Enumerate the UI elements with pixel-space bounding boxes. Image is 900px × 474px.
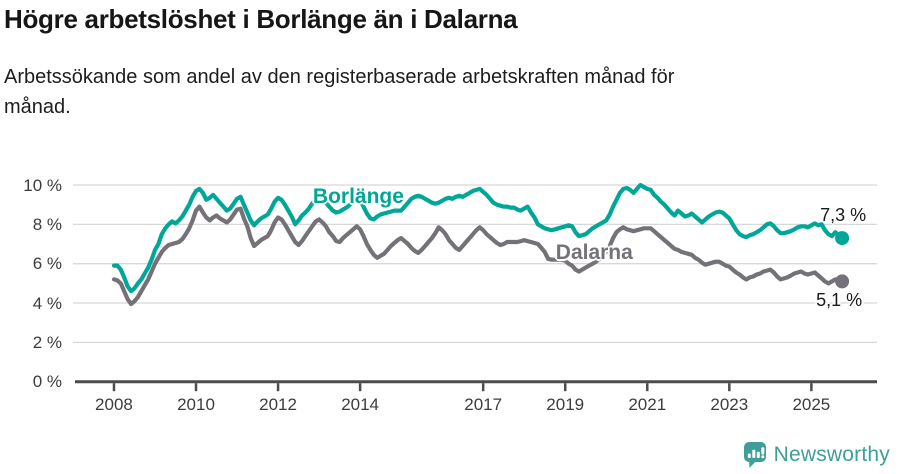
x-axis-tick-label: 2021 [628,394,667,414]
y-axis-tick-label: 6 % [32,254,62,274]
x-axis-tick-label: 2010 [177,394,215,414]
series-line-borl-nge [111,182,845,294]
series-label-borl-nge: Borlänge [312,184,404,208]
chart-subtitle-line2: månad. [4,96,71,118]
x-axis-tick-label: 2019 [546,394,585,414]
newsworthy-logo-icon [743,442,766,468]
chart-title: Högre arbetslöshet i Borlänge än i Dalar… [4,4,518,34]
y-axis-tick-label: 8 % [32,214,62,234]
x-axis-tick-label: 2025 [792,394,831,414]
x-axis-tick-label: 2023 [710,394,749,414]
newsworthy-logo: Newsworthy [743,441,890,469]
x-axis-tick-label: 2008 [95,394,133,414]
x-axis-tick-label: 2014 [341,394,380,414]
end-value-label-dalarna: 5,1 % [816,290,863,311]
newsworthy-logo-text: Newsworthy [773,443,890,466]
x-axis-tick-label: 2017 [464,394,503,414]
y-axis-tick-label: 4 % [32,293,62,313]
series-end-dot-borl-nge [835,231,850,246]
end-value-label-borl-nge: 7,3 % [820,205,867,226]
y-axis-tick-label: 0 % [32,372,62,392]
series-label-dalarna: Dalarna [555,241,633,265]
series-line-dalarna [111,204,845,307]
chart-subtitle: Arbetssökande som andel av den registerb… [4,62,674,122]
chart-subtitle-line1: Arbetssökande som andel av den registerb… [4,66,675,88]
y-axis-tick-label: 10 % [23,175,62,195]
x-axis-tick-label: 2012 [259,394,297,414]
y-axis-tick-label: 2 % [32,332,62,352]
series-end-dot-dalarna [835,274,850,289]
